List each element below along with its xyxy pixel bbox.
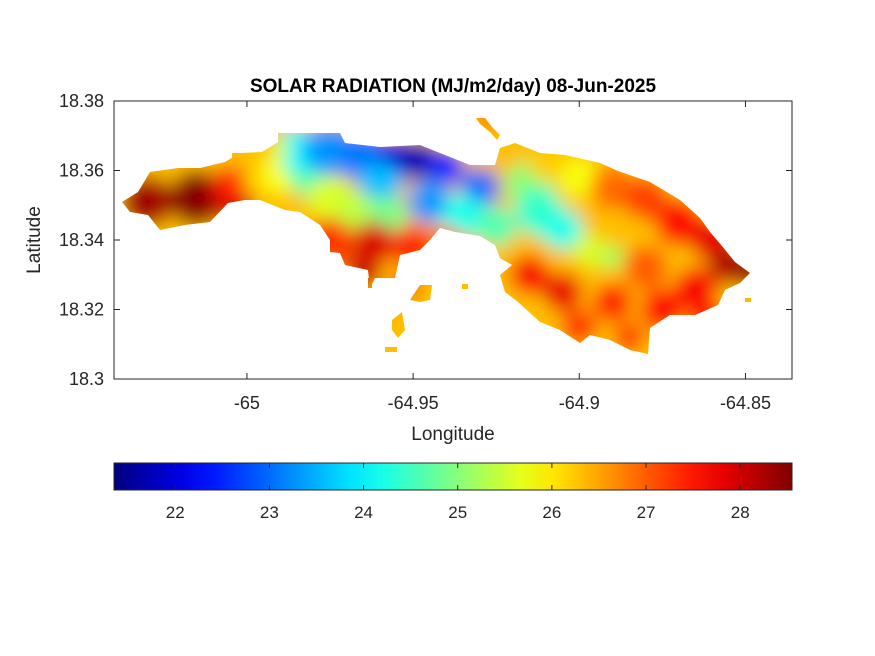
- field-cell: [528, 145, 565, 182]
- field-cell: [623, 176, 668, 221]
- y-tick-label: 18.36: [59, 161, 104, 181]
- field-cell: [559, 157, 600, 198]
- y-tick-label: 18.34: [59, 230, 104, 250]
- y-tick-label: 18.38: [59, 91, 104, 111]
- colorbar-tick-label: 22: [166, 503, 185, 522]
- field-cell: [573, 234, 606, 267]
- x-tick-label: -64.95: [388, 393, 439, 413]
- colorbar-tick-label: 26: [542, 503, 561, 522]
- colorbar-ticks: 22 23 24 25 26 27 28: [166, 463, 750, 522]
- y-axis-label: Latitude: [24, 206, 45, 274]
- colorbar-tick-label: 28: [731, 503, 750, 522]
- x-axis-ticks: -65 -64.95 -64.9 -64.85: [234, 101, 771, 413]
- field-cell: [592, 282, 633, 323]
- colorbar-tick-label: 24: [354, 503, 373, 522]
- field-cell: [336, 192, 377, 233]
- field-cell: [270, 139, 291, 160]
- y-axis-ticks: 18.38 18.36 18.34 18.32 18.3: [59, 91, 792, 389]
- colorbar-tick-label: 27: [637, 503, 656, 522]
- field-cell: [600, 245, 625, 270]
- colorbar: [113, 462, 793, 491]
- x-tick-label: -64.9: [559, 393, 600, 413]
- x-tick-label: -64.85: [720, 393, 771, 413]
- field-cell: [542, 209, 583, 250]
- field-cell: [613, 321, 646, 354]
- field-cell: [509, 254, 550, 295]
- colorbar-tick-label: 23: [260, 503, 279, 522]
- field-cell: [590, 165, 635, 210]
- chart-title: SOLAR RADIATION (MJ/m2/day) 08-Jun-2025: [250, 76, 657, 97]
- colorbar-tick-label: 25: [448, 503, 467, 522]
- y-tick-label: 18.32: [59, 300, 104, 320]
- field-cell: [407, 179, 452, 224]
- x-axis-label: Longitude: [411, 424, 494, 445]
- y-tick-label: 18.3: [69, 369, 104, 389]
- field-cell: [476, 206, 517, 247]
- field-cell: [623, 245, 668, 290]
- field-cell: [440, 193, 485, 238]
- field-cell: [212, 166, 249, 203]
- x-tick-label: -65: [234, 393, 260, 413]
- field-cell: [169, 170, 226, 227]
- field-cell: [357, 162, 402, 207]
- field-cell: [561, 308, 598, 345]
- field-cell: [542, 272, 583, 313]
